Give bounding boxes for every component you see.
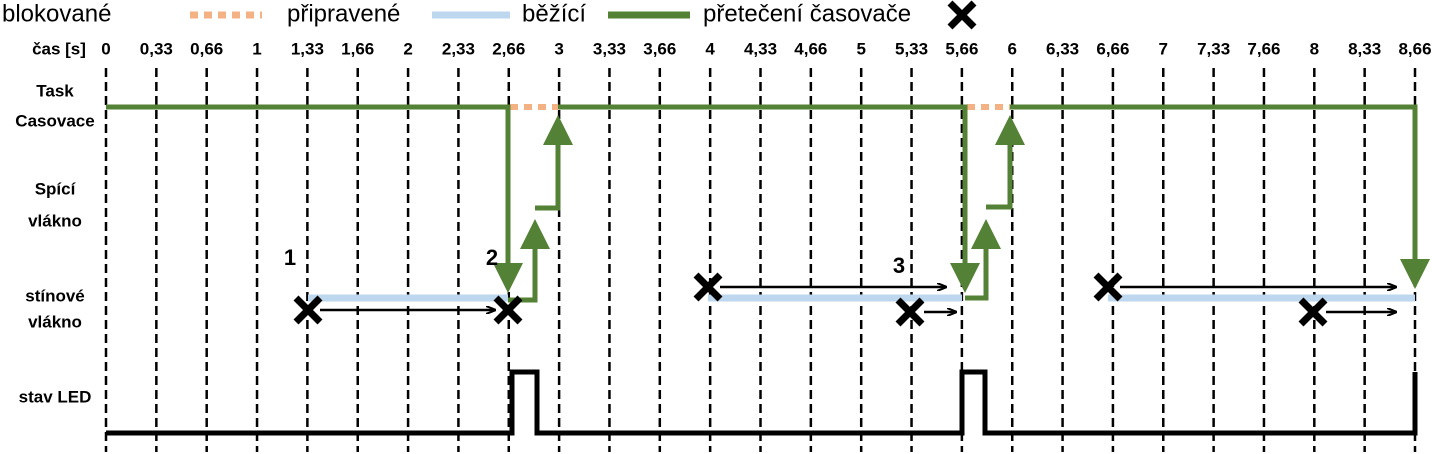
- marker-label: 1: [284, 245, 296, 270]
- tick-label: 7,66: [1247, 39, 1280, 58]
- marker-label: 2: [486, 245, 498, 270]
- row-label: Spící: [35, 179, 77, 198]
- legend-label: blokované: [2, 0, 111, 27]
- row-label: Task: [36, 81, 74, 100]
- marker-label: 3: [893, 253, 905, 278]
- tick-label: 6,66: [1096, 39, 1129, 58]
- tick-label: 4,66: [794, 39, 827, 58]
- time-ticks: 0 0,33 0,66 1 1,33 1,66 2 2,33 2,66 3 3,33 3,66 4 4,3…: [101, 39, 1432, 452]
- tick-label: 7,33: [1197, 39, 1230, 58]
- tick-label: 3,66: [643, 39, 676, 58]
- row-label: vlákno: [28, 211, 82, 230]
- row-label: vlákno: [28, 312, 82, 331]
- tick-label: 8,33: [1348, 39, 1381, 58]
- tick-label: 5,66: [945, 39, 978, 58]
- led-signal: [106, 369, 1418, 436]
- tick-label: 0,66: [190, 39, 223, 58]
- tick-label: 1,33: [291, 39, 324, 58]
- tick-label: 0,33: [140, 39, 173, 58]
- tick-label: 7: [1159, 39, 1168, 58]
- tick-label: 1: [252, 39, 261, 58]
- running-path: [106, 104, 1430, 303]
- tick-label: 6,33: [1046, 39, 1079, 58]
- tick-label: 8: [1310, 39, 1319, 58]
- legend-label: přetečení časovače: [703, 0, 911, 27]
- tick-label: 2,33: [442, 39, 475, 58]
- tick-label: 1,66: [341, 39, 374, 58]
- legend-swatch: [950, 3, 974, 27]
- tick-label: 3,33: [593, 39, 626, 58]
- tick-label: 0: [101, 39, 110, 58]
- tick-label: 3: [554, 39, 563, 58]
- tick-label: 2: [403, 39, 412, 58]
- row-labels: Task Casovace Spící vlákno stínové vlákno stav…: [15, 81, 94, 406]
- axis-label: čas [s]: [32, 39, 86, 58]
- row-label: stínové: [25, 286, 85, 305]
- tick-label: 5,33: [895, 39, 928, 58]
- tick-label: 8,66: [1398, 39, 1431, 58]
- legend-label: připravené: [287, 0, 400, 27]
- tick-label: 4: [705, 39, 715, 58]
- tick-label: 2,66: [492, 39, 525, 58]
- row-label: Casovace: [15, 111, 94, 130]
- tick-label: 5: [856, 39, 865, 58]
- tick-label: 6: [1007, 39, 1016, 58]
- row-label: stav LED: [19, 387, 92, 406]
- tick-label: 4,33: [744, 39, 777, 58]
- legend-label: běžící: [522, 0, 586, 27]
- delay-arrows: [320, 287, 1396, 312]
